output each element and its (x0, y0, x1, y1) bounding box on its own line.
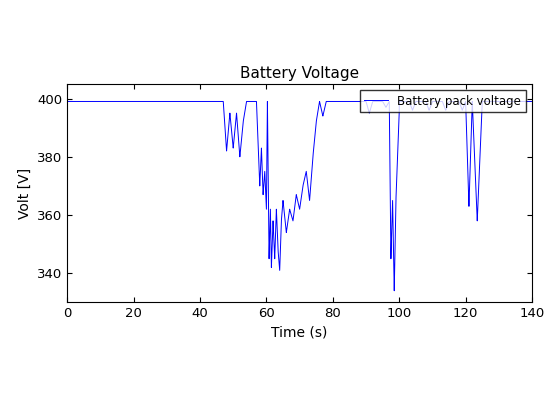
Battery pack voltage (169, 99, 175, 104)
Battery pack voltage (529, 99, 535, 104)
Y-axis label: Volt [V]: Volt [V] (17, 168, 31, 219)
X-axis label: Time (s): Time (s) (272, 326, 328, 340)
Battery pack voltage (172, 99, 179, 104)
Battery pack voltage (170, 99, 176, 104)
Battery pack voltage (64, 99, 71, 104)
Battery pack voltage (391, 288, 398, 293)
Battery pack voltage (483, 99, 490, 104)
Battery pack voltage (239, 127, 246, 132)
Legend: Battery pack voltage: Battery pack voltage (360, 90, 526, 112)
Title: Battery Voltage: Battery Voltage (240, 66, 359, 81)
Line: Battery pack voltage: Battery pack voltage (67, 102, 532, 291)
Battery pack voltage (137, 99, 144, 104)
